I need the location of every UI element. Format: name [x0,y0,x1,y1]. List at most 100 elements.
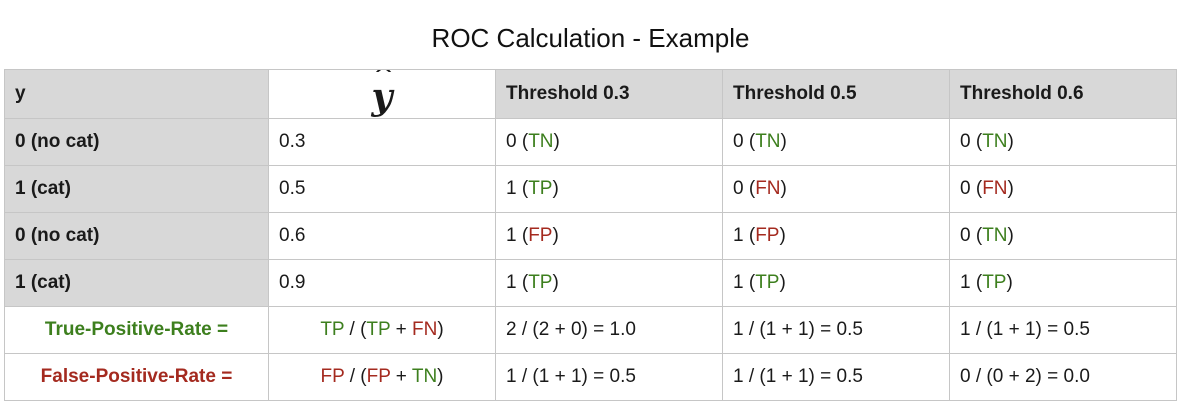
cell-outcome: FN [982,178,1008,199]
cell-outcome: TP [528,272,553,293]
cell-threshold-0-3: 1 (TP) [495,259,723,307]
formula-op: ) [437,319,444,340]
formula-term: FP [320,366,345,387]
fpr-threshold-0-5: 1 / (1 + 1) = 0.5 [722,353,950,401]
row-prediction: 0.5 [268,165,496,213]
cell-paren: ( [516,225,529,246]
cell-threshold-0-6: 0 (FN) [949,165,1177,213]
cell-outcome: TP [982,272,1007,293]
page-title: ROC Calculation - Example [431,23,750,53]
cell-outcome: TN [982,131,1008,152]
cell-threshold-0-6: 1 (TP) [949,259,1177,307]
cell-value: 0 [960,178,971,199]
formula-term: FN [412,319,438,340]
cell-value: 0 [733,131,744,152]
header-threshold-0-6: Threshold 0.6 [949,69,1177,119]
fpr-label: False-Positive-Rate = [4,353,269,401]
cell-paren: ( [970,272,983,293]
header-row: y ^ y Threshold 0.3 Threshold 0.5 Thresho… [4,69,1177,119]
row-label-y: 0 (no cat) [4,118,269,166]
cell-outcome: TN [528,131,554,152]
cell-value: 0 [506,131,517,152]
row-prediction: 0.9 [268,259,496,307]
cell-value: 0 [733,178,744,199]
table-row: 1 (cat) 0.5 1 (TP) 0 (FN) 0 (FN) [4,165,1177,213]
cell-paren: ( [970,131,983,152]
cell-value: 0 [960,131,971,152]
cell-outcome: FP [755,225,780,246]
cell-paren: ) [552,225,559,246]
cell-outcome: TN [982,225,1008,246]
cell-threshold-0-5: 1 (FP) [722,212,950,260]
tpr-formula: TP / (TP + FN) [268,306,496,354]
cell-paren: ) [780,131,787,152]
cell-threshold-0-3: 1 (FP) [495,212,723,260]
formula-term: TP [320,319,345,340]
cell-value: 0 [960,225,971,246]
fpr-threshold-0-6: 0 / (0 + 2) = 0.0 [949,353,1177,401]
fpr-row: False-Positive-Rate = FP / (FP + TN) 1 /… [4,353,1177,401]
formula-op: / ( [344,366,367,387]
cell-threshold-0-5: 0 (TN) [722,118,950,166]
row-label-y: 0 (no cat) [4,212,269,260]
formula-op: / ( [344,319,367,340]
cell-outcome: TN [755,131,781,152]
cell-threshold-0-6: 0 (TN) [949,118,1177,166]
cell-value: 1 [960,272,971,293]
cell-paren: ) [1007,178,1014,199]
yhat-symbol: ^ y [371,71,394,118]
fpr-threshold-0-3: 1 / (1 + 1) = 0.5 [495,353,723,401]
row-prediction: 0.3 [268,118,496,166]
formula-term: TN [411,366,438,387]
formula-op: ) [437,366,444,387]
cell-outcome: FP [528,225,553,246]
header-yhat: ^ y [268,69,496,119]
header-threshold-0-5: Threshold 0.5 [722,69,950,119]
cell-paren: ( [970,178,983,199]
cell-paren: ( [743,178,756,199]
cell-threshold-0-5: 0 (FN) [722,165,950,213]
cell-threshold-0-3: 1 (TP) [495,165,723,213]
header-threshold-0-3: Threshold 0.3 [495,69,723,119]
cell-paren: ) [1006,272,1013,293]
row-label-y: 1 (cat) [4,259,269,307]
cell-outcome: TP [755,272,780,293]
cell-value: 1 [506,178,517,199]
cell-paren: ( [970,225,983,246]
row-label-y: 1 (cat) [4,165,269,213]
cell-paren: ) [552,272,559,293]
cell-paren: ( [743,272,756,293]
tpr-label: True-Positive-Rate = [4,306,269,354]
table-row: 0 (no cat) 0.6 1 (FP) 1 (FP) 0 (TN) [4,212,1177,260]
cell-outcome: FN [755,178,781,199]
cell-paren: ( [516,272,529,293]
tpr-row: True-Positive-Rate = TP / (TP + FN) 2 / … [4,306,1177,354]
cell-threshold-0-3: 0 (TN) [495,118,723,166]
table-row: 0 (no cat) 0.3 0 (TN) 0 (TN) 0 (TN) [4,118,1177,166]
cell-paren: ) [1007,225,1014,246]
roc-table: y ^ y Threshold 0.3 Threshold 0.5 Thresho… [4,69,1177,401]
table-row: 1 (cat) 0.9 1 (TP) 1 (TP) 1 (TP) [4,259,1177,307]
cell-paren: ) [780,178,787,199]
row-prediction: 0.6 [268,212,496,260]
fpr-formula: FP / (FP + TN) [268,353,496,401]
cell-paren: ) [1007,131,1014,152]
hat-accent: ^ [373,69,394,89]
fpr-label-text: False-Positive-Rate = [40,366,233,387]
cell-threshold-0-6: 0 (TN) [949,212,1177,260]
cell-paren: ) [553,131,560,152]
cell-paren: ) [779,272,786,293]
tpr-threshold-0-5: 1 / (1 + 1) = 0.5 [722,306,950,354]
formula-op: + [390,319,413,340]
header-y: y [4,69,269,119]
cell-threshold-0-5: 1 (TP) [722,259,950,307]
formula-term: FP [366,366,391,387]
cell-value: 1 [506,272,517,293]
formula-op: + [390,366,412,387]
cell-paren: ( [743,131,756,152]
cell-paren: ) [552,178,559,199]
yhat-letter: y [371,76,393,118]
formula-term: TP [366,319,391,340]
cell-paren: ( [743,225,756,246]
cell-value: 1 [506,225,517,246]
